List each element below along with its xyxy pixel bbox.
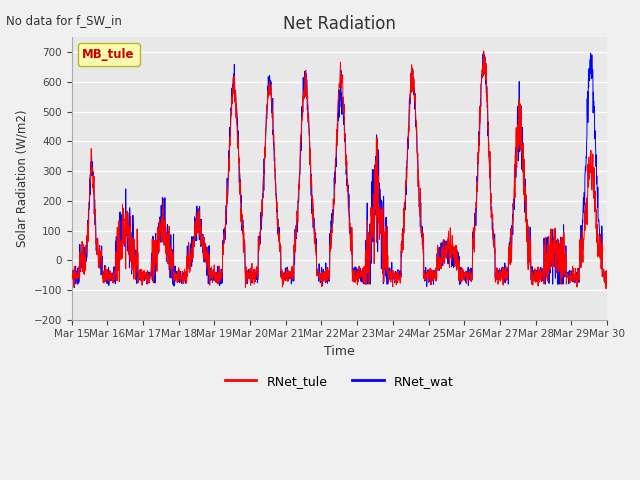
RNet_tule xyxy=(495,272,503,277)
Line: RNet_wat: RNet_wat xyxy=(72,53,607,288)
Legend: RNet_tule, RNet_wat: RNet_tule, RNet_wat xyxy=(220,370,458,393)
RNet_wat xyxy=(495,267,503,273)
RNet_wat xyxy=(70,285,78,290)
RNet_tule xyxy=(602,286,610,291)
RNet_tule xyxy=(366,221,374,227)
RNet_tule xyxy=(355,265,362,271)
RNet_wat xyxy=(603,276,611,282)
RNet_wat xyxy=(355,265,363,271)
X-axis label: Time: Time xyxy=(324,345,355,358)
RNet_tule xyxy=(217,276,225,282)
RNet_wat xyxy=(587,50,595,56)
RNet_tule xyxy=(556,265,564,271)
RNet_tule xyxy=(480,48,488,54)
RNet_tule xyxy=(603,274,611,280)
Text: No data for f_SW_in: No data for f_SW_in xyxy=(6,14,122,27)
RNet_wat xyxy=(571,272,579,278)
RNet_tule xyxy=(68,267,76,273)
RNet_wat xyxy=(68,270,76,276)
Line: RNet_tule: RNet_tule xyxy=(72,51,607,288)
RNet_wat xyxy=(556,279,564,285)
Title: Net Radiation: Net Radiation xyxy=(283,15,396,33)
RNet_tule xyxy=(571,272,579,278)
RNet_wat xyxy=(218,266,225,272)
Y-axis label: Solar Radiation (W/m2): Solar Radiation (W/m2) xyxy=(15,110,28,247)
RNet_wat xyxy=(367,238,374,244)
